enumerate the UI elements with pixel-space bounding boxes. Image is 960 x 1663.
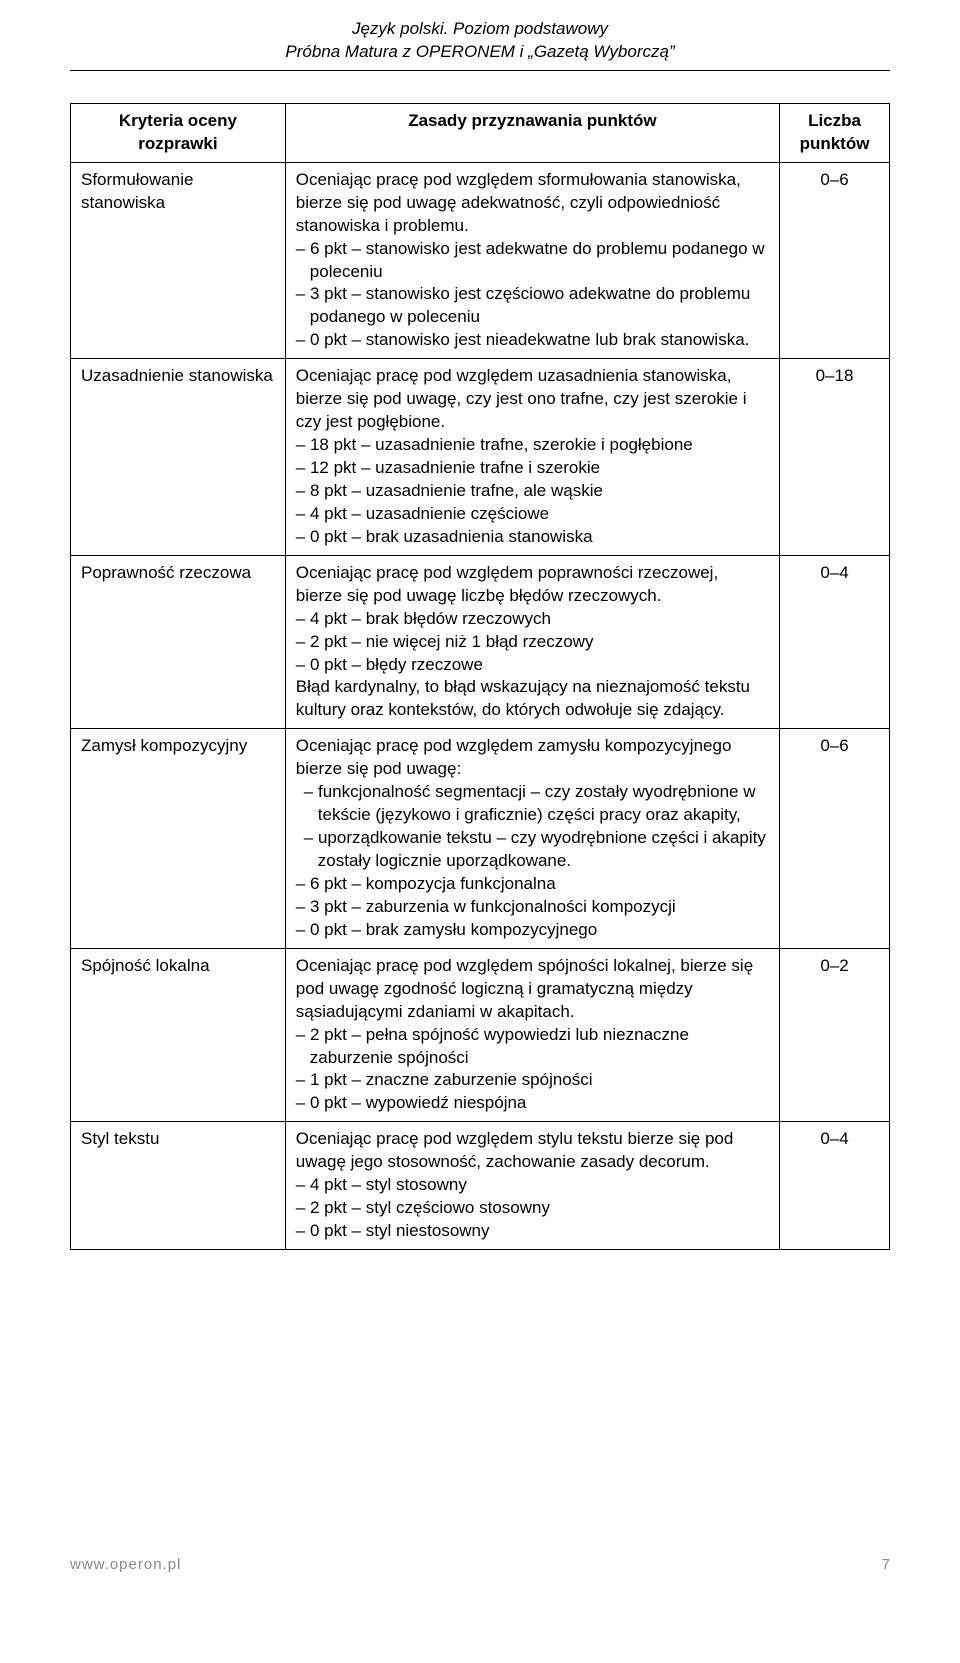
points-cell: 0–6 bbox=[780, 729, 890, 948]
page-header: Język polski. Poziom podstawowy Próbna M… bbox=[0, 0, 960, 64]
content-line: – 6 pkt – kompozycja funkcjonalna bbox=[296, 873, 769, 896]
table-row: Uzasadnienie stanowiskaOceniając pracę p… bbox=[71, 359, 890, 556]
content-line: Oceniając pracę pod względem uzasadnieni… bbox=[296, 365, 769, 434]
header-criterion: Kryteria oceny rozprawki bbox=[71, 103, 286, 162]
criterion-cell: Uzasadnienie stanowiska bbox=[71, 359, 286, 556]
points-cell: 0–4 bbox=[780, 1122, 890, 1250]
content-line: – 3 pkt – zaburzenia w funkcjonalności k… bbox=[296, 896, 769, 919]
table-row: Sformułowanie stanowiskaOceniając pracę … bbox=[71, 162, 890, 359]
content-line: Oceniając pracę pod względem sformułowan… bbox=[296, 169, 769, 238]
content-line: – funkcjonalność segmentacji – czy zosta… bbox=[296, 781, 769, 827]
footer-url: www.operon.pl bbox=[70, 1556, 181, 1573]
content-line: – 0 pkt – styl niestosowny bbox=[296, 1220, 769, 1243]
content-line: – 12 pkt – uzasadnienie trafne i szeroki… bbox=[296, 457, 769, 480]
header-rules: Zasady przyznawania punktów bbox=[285, 103, 779, 162]
header-line-1: Język polski. Poziom podstawowy bbox=[0, 18, 960, 41]
table-row: Spójność lokalnaOceniając pracę pod wzgl… bbox=[71, 948, 890, 1122]
content-line: – 4 pkt – styl stosowny bbox=[296, 1174, 769, 1197]
content-line: Oceniając pracę pod względem stylu tekst… bbox=[296, 1128, 769, 1174]
criterion-cell: Spójność lokalna bbox=[71, 948, 286, 1122]
header-line-2: Próbna Matura z OPERONEM i „Gazetą Wybor… bbox=[0, 41, 960, 64]
content-line: – 4 pkt – brak błędów rzeczowych bbox=[296, 608, 769, 631]
content-line: – uporządkowanie tekstu – czy wyodrębnio… bbox=[296, 827, 769, 873]
content-line: – 3 pkt – stanowisko jest częściowo adek… bbox=[296, 283, 769, 329]
page-footer: www.operon.pl 7 bbox=[70, 1556, 890, 1573]
content-line: – 0 pkt – brak uzasadnienia stanowiska bbox=[296, 526, 769, 549]
criterion-cell: Sformułowanie stanowiska bbox=[71, 162, 286, 359]
content-line: – 18 pkt – uzasadnienie trafne, szerokie… bbox=[296, 434, 769, 457]
header-points: Liczba punktów bbox=[780, 103, 890, 162]
criterion-cell: Poprawność rzeczowa bbox=[71, 555, 286, 729]
points-cell: 0–6 bbox=[780, 162, 890, 359]
content-line: Oceniając pracę pod względem spójności l… bbox=[296, 955, 769, 1024]
content-cell: Oceniając pracę pod względem uzasadnieni… bbox=[285, 359, 779, 556]
table-row: Styl tekstuOceniając pracę pod względem … bbox=[71, 1122, 890, 1250]
content-line: – 2 pkt – nie więcej niż 1 błąd rzeczowy bbox=[296, 631, 769, 654]
content-line: – 1 pkt – znaczne zaburzenie spójności bbox=[296, 1069, 769, 1092]
content-line: – 0 pkt – stanowisko jest nieadekwatne l… bbox=[296, 329, 769, 352]
points-cell: 0–4 bbox=[780, 555, 890, 729]
footer-page-number: 7 bbox=[882, 1556, 890, 1573]
content-cell: Oceniając pracę pod względem poprawności… bbox=[285, 555, 779, 729]
content-cell: Oceniając pracę pod względem sformułowan… bbox=[285, 162, 779, 359]
content-line: – 2 pkt – pełna spójność wypowiedzi lub … bbox=[296, 1024, 769, 1070]
content-cell: Oceniając pracę pod względem stylu tekst… bbox=[285, 1122, 779, 1250]
content-line: – 4 pkt – uzasadnienie częściowe bbox=[296, 503, 769, 526]
criterion-cell: Styl tekstu bbox=[71, 1122, 286, 1250]
criteria-table: Kryteria oceny rozprawki Zasady przyznaw… bbox=[70, 103, 890, 1250]
header-divider bbox=[70, 70, 890, 71]
content-line: – 8 pkt – uzasadnienie trafne, ale wąski… bbox=[296, 480, 769, 503]
content-line: – 0 pkt – wypowiedź niespójna bbox=[296, 1092, 769, 1115]
points-cell: 0–18 bbox=[780, 359, 890, 556]
content-line: – 0 pkt – brak zamysłu kompozycyjnego bbox=[296, 919, 769, 942]
table-header-row: Kryteria oceny rozprawki Zasady przyznaw… bbox=[71, 103, 890, 162]
content-cell: Oceniając pracę pod względem zamysłu kom… bbox=[285, 729, 779, 948]
content-line: Błąd kardynalny, to błąd wskazujący na n… bbox=[296, 676, 769, 722]
table-body: Sformułowanie stanowiskaOceniając pracę … bbox=[71, 162, 890, 1249]
content-line: – 6 pkt – stanowisko jest adekwatne do p… bbox=[296, 238, 769, 284]
content-cell: Oceniając pracę pod względem spójności l… bbox=[285, 948, 779, 1122]
content-line: Oceniając pracę pod względem zamysłu kom… bbox=[296, 735, 769, 781]
points-cell: 0–2 bbox=[780, 948, 890, 1122]
criterion-cell: Zamysł kompozycyjny bbox=[71, 729, 286, 948]
table-row: Poprawność rzeczowaOceniając pracę pod w… bbox=[71, 555, 890, 729]
table-row: Zamysł kompozycyjnyOceniając pracę pod w… bbox=[71, 729, 890, 948]
content-line: – 0 pkt – błędy rzeczowe bbox=[296, 654, 769, 677]
content-line: Oceniając pracę pod względem poprawności… bbox=[296, 562, 769, 608]
content-line: – 2 pkt – styl częściowo stosowny bbox=[296, 1197, 769, 1220]
